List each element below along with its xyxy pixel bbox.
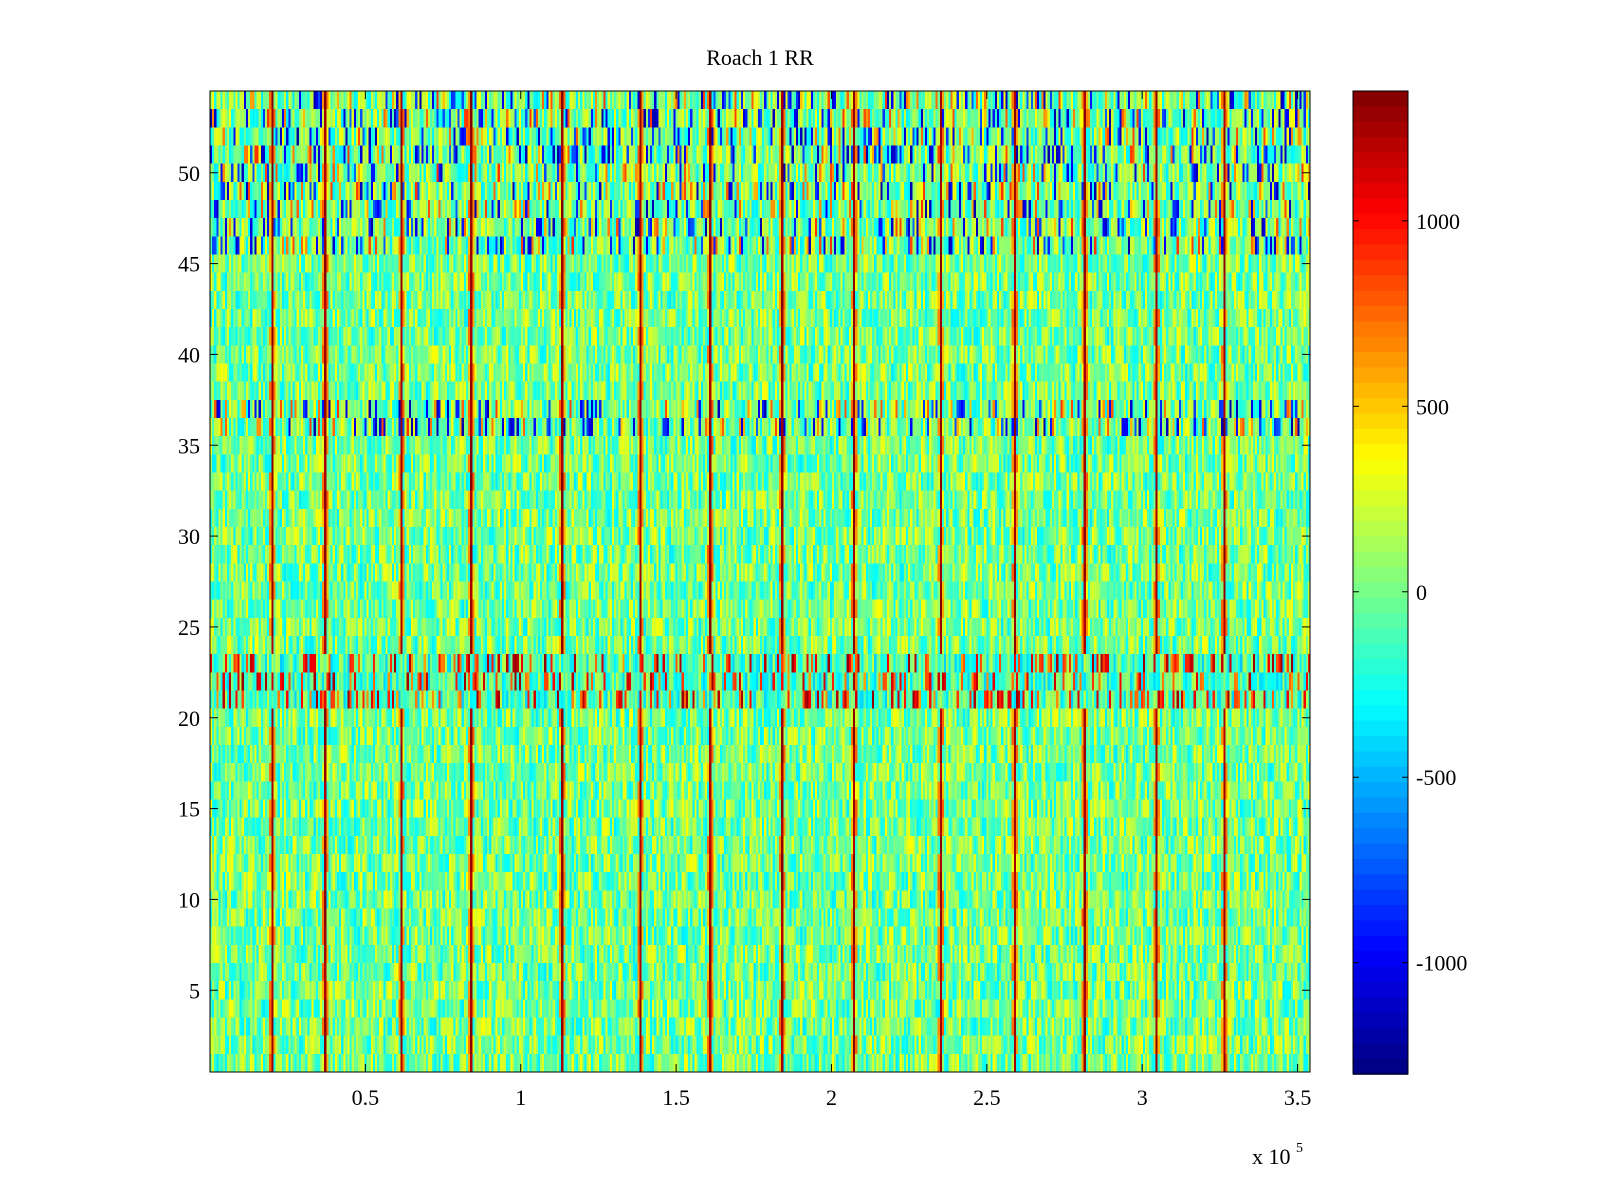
- colorbar-segment: [1353, 137, 1408, 154]
- colorbar-segment: [1353, 935, 1408, 952]
- colorbar-segment: [1353, 674, 1408, 691]
- colorbar-segment: [1353, 705, 1408, 722]
- x-tick-label: 1: [515, 1085, 526, 1110]
- colorbar-segment: [1353, 183, 1408, 200]
- colorbar-frame: [1352, 90, 1409, 1075]
- colorbar-segment: [1353, 582, 1408, 599]
- colorbar-segment: [1353, 1043, 1408, 1060]
- colorbar-segment: [1353, 490, 1408, 507]
- y-tick-label: 15: [178, 797, 200, 822]
- y-tick-label: 45: [178, 252, 200, 277]
- colorbar-tick-label: 0: [1416, 580, 1427, 605]
- colorbar-segment: [1353, 198, 1408, 215]
- chart-title: Roach 1 RR: [706, 45, 814, 70]
- colorbar-tick-label: 1000: [1416, 209, 1460, 234]
- colorbar-segment: [1353, 905, 1408, 922]
- colorbar-segment: [1353, 413, 1408, 430]
- colorbar-segment: [1353, 1012, 1408, 1029]
- colorbar-segment: [1353, 1027, 1408, 1045]
- colorbar-segment: [1353, 521, 1408, 538]
- colorbar-segment: [1353, 966, 1408, 983]
- colorbar-segment: [1353, 812, 1408, 830]
- colorbar-segment: [1353, 659, 1408, 676]
- colorbar-segment: [1353, 997, 1408, 1014]
- y-axis: 5 10 15 20 25 30 35 40 45 50: [178, 161, 1310, 1003]
- y-tick-label: 35: [178, 433, 200, 458]
- colorbar-segment: [1353, 643, 1408, 661]
- colorbar-segment: [1353, 352, 1408, 369]
- x-axis-multiplier-base: x 10: [1252, 1144, 1291, 1169]
- colorbar-segment: [1353, 720, 1408, 737]
- colorbar-segment: [1353, 428, 1408, 446]
- x-tick-label: 3: [1137, 1085, 1148, 1110]
- colorbar-segment: [1353, 91, 1408, 108]
- colorbar-tick-label: -1000: [1416, 951, 1467, 976]
- colorbar-tick-label: -500: [1416, 765, 1456, 790]
- x-tick-label: 0.5: [352, 1085, 380, 1110]
- y-tick-label: 10: [178, 887, 200, 912]
- colorbar-segment: [1353, 505, 1408, 522]
- colorbar-segment: [1353, 613, 1408, 630]
- colorbar-segment: [1353, 152, 1408, 169]
- colorbar-segment: [1353, 259, 1408, 277]
- x-axis-multiplier-exponent: 5: [1296, 1141, 1303, 1156]
- colorbar-segment: [1353, 843, 1408, 860]
- colorbar-tick-label: 500: [1416, 394, 1449, 419]
- colorbar-segment: [1353, 167, 1408, 184]
- colorbar-segment: [1353, 336, 1408, 353]
- colorbar-segment: [1353, 306, 1408, 323]
- colorbar-segment: [1353, 551, 1408, 568]
- colorbar-segment: [1353, 858, 1408, 876]
- y-tick-label: 5: [189, 978, 200, 1003]
- colorbar-segment: [1353, 597, 1408, 615]
- colorbar-segment: [1353, 889, 1408, 906]
- colorbar-segment: [1353, 567, 1408, 584]
- colorbar-segment: [1353, 981, 1408, 999]
- colorbar-segment: [1353, 474, 1408, 492]
- colorbar-segment: [1353, 782, 1408, 799]
- heatmap-image: [210, 91, 1310, 1072]
- colorbar-segment: [1353, 106, 1408, 123]
- y-tick-label: 25: [178, 615, 200, 640]
- colorbar-segment: [1353, 951, 1408, 968]
- colorbar-segment: [1353, 874, 1408, 891]
- x-tick-label: 2.5: [973, 1085, 1001, 1110]
- colorbar-segment: [1353, 920, 1408, 937]
- colorbar-segment: [1353, 1058, 1408, 1075]
- colorbar-segment: [1353, 321, 1408, 338]
- y-tick-label: 20: [178, 706, 200, 731]
- colorbar-segment: [1353, 121, 1408, 138]
- colorbar-segment: [1353, 444, 1408, 461]
- y-tick-label: 40: [178, 342, 200, 367]
- y-tick-label: 30: [178, 524, 200, 549]
- colorbar-segment: [1353, 628, 1408, 645]
- colorbar-segment: [1353, 382, 1408, 399]
- colorbar-segment: [1353, 766, 1408, 783]
- colorbar-segment: [1353, 213, 1408, 231]
- colorbar-segment: [1353, 736, 1408, 753]
- x-axis: 0.5 1 1.5 2 2.5 3 3.5: [352, 91, 1312, 1110]
- x-tick-label: 1.5: [662, 1085, 690, 1110]
- colorbar-segment: [1353, 229, 1408, 246]
- colorbar-segment: [1353, 828, 1408, 845]
- colorbar: -1000 -500 0 500 1000: [1352, 90, 1467, 1075]
- colorbar-segment: [1353, 367, 1408, 384]
- plot-frame: [209, 90, 1311, 1073]
- colorbar-segment: [1353, 459, 1408, 476]
- colorbar-segment: [1353, 690, 1408, 707]
- colorbar-segment: [1353, 244, 1408, 261]
- x-tick-label: 2: [826, 1085, 837, 1110]
- colorbar-segment: [1353, 536, 1408, 553]
- heatmap-cells: [210, 91, 1310, 1072]
- colorbar-segment: [1353, 751, 1408, 768]
- colorbar-segment: [1353, 290, 1408, 307]
- y-tick-label: 50: [178, 161, 200, 186]
- colorbar-segment: [1353, 797, 1408, 814]
- x-tick-label: 3.5: [1284, 1085, 1312, 1110]
- x-axis-multiplier: x 10 5: [1252, 1141, 1303, 1169]
- colorbar-segment: [1353, 398, 1408, 415]
- colorbar-segment: [1353, 275, 1408, 292]
